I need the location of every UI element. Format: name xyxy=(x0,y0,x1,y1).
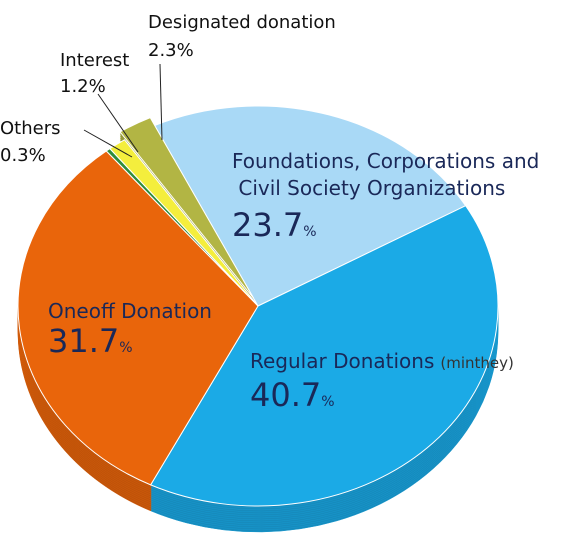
value-label: 31.7% xyxy=(48,322,133,360)
value-label: 40.7% xyxy=(250,376,335,414)
slice-note: (minthey) xyxy=(440,354,513,372)
value-number: 23.7 xyxy=(232,206,303,244)
slice-label: Interest xyxy=(60,50,129,71)
slice-label: Oneoff Donation xyxy=(48,299,212,323)
value-unit: % xyxy=(321,394,334,410)
slice-label: Others xyxy=(0,118,61,139)
value-label: 0.3% xyxy=(0,145,46,166)
label-line: Foundations, Corporations and xyxy=(232,149,539,173)
value-label: 23.7% xyxy=(232,206,317,244)
slice-label: Foundations, Corporations and Civil Soci… xyxy=(232,149,539,200)
slice xyxy=(149,205,499,507)
leader-line xyxy=(83,129,133,158)
value-number: 40.7 xyxy=(250,376,321,414)
leader-line xyxy=(159,63,163,141)
value-unit: % xyxy=(119,340,132,356)
slice xyxy=(17,150,259,486)
value-number: 31.7 xyxy=(48,322,119,360)
slice-label: Regular Donations xyxy=(250,349,434,373)
value-label: 1.2% xyxy=(60,76,106,97)
value-unit: % xyxy=(303,224,316,240)
slice xyxy=(119,117,254,299)
label-line: Civil Society Organizations xyxy=(232,176,505,200)
slice-label: Designated donation xyxy=(148,12,336,33)
slice xyxy=(153,105,467,307)
leader-line xyxy=(97,93,139,153)
value-label: 2.3% xyxy=(148,40,194,61)
slice xyxy=(109,139,259,307)
